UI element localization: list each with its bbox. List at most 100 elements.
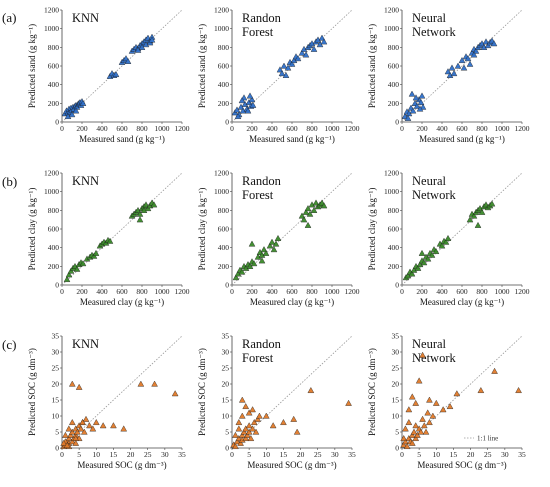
data-point	[405, 406, 413, 413]
x-tick-label: 600	[286, 287, 298, 296]
data-point	[92, 249, 100, 256]
data-point	[63, 275, 71, 282]
y-tick-label: 1200	[214, 6, 229, 15]
x-tick-label: 0	[60, 450, 64, 459]
panel-title: KNN	[72, 174, 99, 188]
x-tick-label: 30	[161, 450, 169, 459]
data-point	[262, 412, 270, 419]
data-point	[470, 51, 478, 58]
data-point	[477, 386, 485, 393]
data-point	[73, 265, 81, 272]
x-tick-label: 15	[450, 450, 458, 459]
y-tick-label: 800	[48, 43, 60, 52]
x-tick-label: 5	[77, 450, 81, 459]
data-point	[238, 97, 246, 104]
x-tick-label: 0	[400, 287, 404, 296]
data-point	[68, 111, 76, 118]
x-tick-label: 1200	[175, 287, 190, 296]
y-tick-label: 200	[48, 262, 60, 271]
x-tick-label: 10	[93, 450, 101, 459]
y-tick-label: 20	[222, 380, 230, 389]
x-tick-label: 5	[247, 450, 251, 459]
x-tick-label: 200	[416, 287, 428, 296]
data-point	[400, 441, 408, 448]
y-tick-label: 600	[388, 62, 400, 71]
x-axis-label: Measured clay (g kg⁻¹)	[250, 297, 334, 307]
data-point	[274, 234, 282, 241]
x-tick-label: 35	[518, 450, 526, 459]
data-point	[242, 434, 250, 441]
x-tick-label: 200	[416, 124, 428, 133]
x-axis-label: Measured clay (g kg⁻¹)	[80, 297, 164, 307]
data-point	[110, 422, 117, 429]
y-tick-label: 0	[395, 281, 399, 290]
data-point	[68, 418, 76, 425]
data-point	[238, 396, 246, 403]
data-point	[272, 240, 280, 247]
data-point	[120, 425, 128, 432]
chart-panel: 0 200 400 600 800 1000 1200 0 200 400 600 800 1000 12…	[27, 169, 190, 308]
x-axis-label: Measured sand (g kg⁻¹)	[419, 134, 505, 144]
y-tick-label: 5	[55, 428, 59, 437]
data-point	[80, 428, 88, 435]
panel-title: KNN	[72, 11, 99, 25]
data-point	[235, 425, 243, 432]
x-tick-label: 400	[266, 124, 278, 133]
x-tick-label: 0	[230, 124, 234, 133]
y-axis-label: Predicted SOC (g dm⁻³)	[197, 348, 207, 436]
data-point	[235, 418, 243, 425]
x-tick-label: 10	[433, 450, 441, 459]
data-point	[106, 237, 114, 244]
panel-title: Randon Forest	[242, 174, 282, 202]
y-tick-label: 600	[218, 225, 230, 234]
y-tick-label: 20	[52, 380, 60, 389]
y-tick-label: 35	[392, 332, 400, 341]
data-point	[413, 102, 421, 109]
data-point	[318, 34, 326, 41]
y-tick-label: 15	[52, 396, 60, 405]
y-tick-label: 400	[218, 243, 230, 252]
data-point	[63, 442, 71, 449]
data-point	[307, 386, 315, 393]
y-tick-label: 25	[222, 364, 230, 373]
x-tick-label: 1000	[495, 124, 510, 133]
data-point	[442, 238, 450, 245]
x-tick-label: 35	[178, 450, 186, 459]
chart-panel: 0 200 400 600 800 1000 1200 0 200 400 600 800 1000 12…	[367, 169, 530, 308]
data-point	[262, 249, 270, 256]
y-tick-label: 35	[52, 332, 60, 341]
data-point	[402, 438, 409, 445]
data-point	[82, 415, 90, 422]
y-tick-label: 800	[218, 206, 230, 215]
data-point	[294, 55, 302, 62]
x-tick-label: 20	[467, 450, 475, 459]
y-tick-label: 0	[55, 281, 59, 290]
data-point	[240, 428, 248, 435]
x-tick-label: 1200	[345, 124, 360, 133]
x-tick-label: 400	[266, 287, 278, 296]
data-point	[136, 216, 144, 223]
y-tick-label: 400	[388, 80, 400, 89]
x-tick-label: 400	[436, 124, 448, 133]
data-point	[412, 434, 420, 441]
data-point	[89, 425, 97, 432]
data-point	[409, 107, 417, 114]
data-point	[232, 431, 239, 438]
x-tick-label: 200	[76, 287, 88, 296]
x-tick-label: 20	[297, 450, 305, 459]
y-tick-label: 1200	[44, 6, 59, 15]
data-point	[260, 246, 268, 253]
data-point	[235, 434, 243, 441]
data-point	[268, 238, 276, 245]
data-point	[293, 428, 301, 435]
y-tick-label: 1000	[44, 187, 59, 196]
y-tick-label: 0	[395, 444, 399, 453]
data-point	[248, 96, 256, 103]
data-point	[77, 425, 85, 432]
legend-label: 1:1 line	[477, 435, 498, 443]
y-tick-label: 0	[55, 118, 59, 127]
x-tick-label: 1200	[515, 287, 530, 296]
data-point	[79, 260, 87, 267]
data-point	[72, 107, 80, 114]
data-point	[238, 412, 246, 419]
